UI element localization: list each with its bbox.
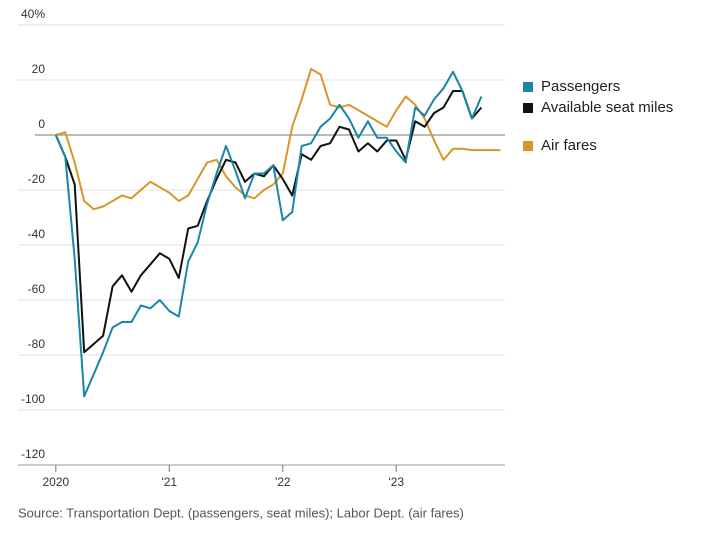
x-tick-label: '23 <box>388 475 404 489</box>
x-tick-label: '22 <box>275 475 291 489</box>
series-line <box>55 68 501 211</box>
y-tick-label: -80 <box>28 337 46 351</box>
legend-label: Available seat miles <box>541 99 673 116</box>
x-tick-label: 2020 <box>42 475 69 489</box>
x-tick-label: '21 <box>161 475 177 489</box>
legend-swatch <box>523 141 533 151</box>
y-tick-label: 40% <box>21 7 45 21</box>
y-tick-label: 20 <box>32 62 46 76</box>
y-tick-label: 0 <box>38 117 45 131</box>
y-tick-label: -20 <box>28 172 46 186</box>
y-tick-label: -40 <box>28 227 46 241</box>
legend-swatch <box>523 82 533 92</box>
series-line <box>54 90 483 354</box>
legend-label: Passengers <box>541 78 620 95</box>
legend-swatch <box>523 103 533 113</box>
y-tick-label: -120 <box>21 447 45 461</box>
series-line <box>54 70 483 398</box>
source-note: Source: Transportation Dept. (passengers… <box>18 505 464 520</box>
y-tick-label: -100 <box>21 392 45 406</box>
legend-label: Air fares <box>541 137 597 154</box>
y-tick-label: -60 <box>28 282 46 296</box>
